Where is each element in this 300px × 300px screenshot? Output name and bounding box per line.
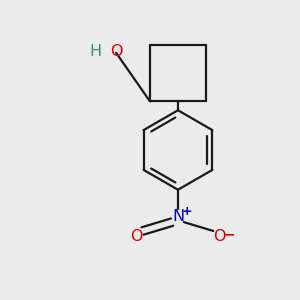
Text: H: H [89,44,101,59]
Text: −: − [224,227,235,242]
Text: +: + [182,205,193,218]
Text: O: O [130,230,143,244]
Text: O: O [110,44,123,59]
Text: O: O [213,230,225,244]
Text: N: N [172,209,184,224]
